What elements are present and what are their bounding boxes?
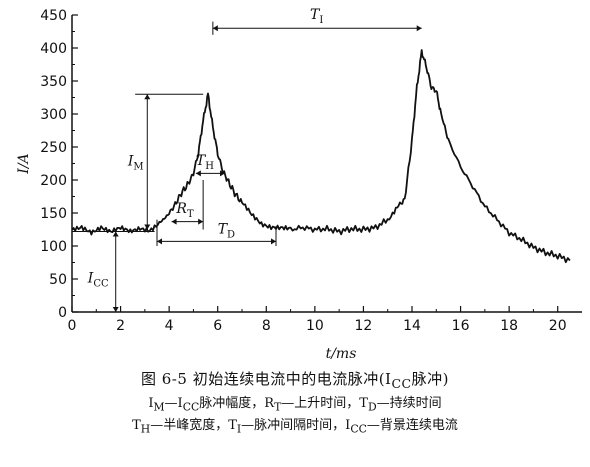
caption-title-subscript: CC: [391, 376, 412, 391]
y-axis-label: I/A: [16, 153, 32, 174]
current-pulse-chart: 0 2 4 6 8 10 12 14 16 18 2005010015020025030035040…: [16, 7, 582, 362]
y-tick-label: 350: [40, 74, 67, 90]
caption-line-2-sub: I: [236, 422, 242, 436]
x-tick-label: 2: [116, 318, 125, 334]
y-tick-label: 100: [40, 239, 67, 255]
x-tick-label: 18: [500, 318, 518, 334]
current-trace-line: [71, 49, 571, 264]
caption-line-1: IM—ICC脉冲幅度，RT—上升时间，TD—持续时间: [0, 396, 590, 414]
caption-title-text: 图 6-5 初始连续电流中的电流脉冲(I: [141, 370, 392, 388]
caption-title-tail: 脉冲): [411, 370, 449, 388]
arrow-head: [157, 238, 162, 245]
arrow-head: [171, 218, 177, 225]
caption-line-2-sub: H: [140, 422, 151, 436]
y-tick-label: 400: [40, 41, 67, 57]
x-tick-label: 10: [306, 318, 324, 334]
arrow-head: [112, 307, 119, 312]
y-tick-label: 450: [40, 8, 67, 24]
x-axis-label: t/ms: [326, 346, 357, 362]
y-tick-label: 300: [40, 107, 67, 123]
arrow-head: [112, 231, 119, 237]
chart-axes: [71, 15, 582, 313]
i-m-label: IM: [127, 153, 144, 172]
arrow-head: [195, 170, 201, 177]
caption-line-1-sub: M: [153, 400, 165, 414]
t-h-label: TH: [196, 153, 214, 172]
arrow-head: [144, 224, 151, 230]
t-i-label: TI: [310, 7, 323, 26]
chart-ticks: 0 2 4 6 8 10 12 14 16 18 2005010015020025030035040…: [40, 8, 566, 334]
arrow-head: [271, 238, 276, 245]
x-tick-label: 6: [213, 318, 222, 334]
y-tick-label: 150: [40, 206, 67, 222]
caption-line-1-part: —上升时间，T: [281, 395, 368, 411]
caption-line-2-part: —背景连续电流: [366, 417, 458, 433]
arrow-head: [198, 218, 204, 225]
arrow-head: [416, 25, 422, 32]
caption-line-2: TH—半峰宽度，TI—脉冲间隔时间，ICC—背景连续电流: [0, 418, 590, 436]
caption-line-1-sub: T: [274, 400, 282, 414]
y-tick-label: 50: [49, 272, 67, 288]
caption-line-1-sub: D: [367, 400, 377, 414]
caption-line-1-part: 脉冲幅度，R: [199, 395, 275, 411]
figure-caption: 图 6-5 初始连续电流中的电流脉冲(ICC脉冲) IM—ICC脉冲幅度，RT—…: [0, 370, 590, 436]
x-tick-label: 20: [549, 318, 567, 334]
arrow-head: [212, 25, 218, 32]
caption-line-1-part: —I: [164, 395, 183, 411]
r-t-label: RT: [175, 201, 194, 220]
x-tick-label: 12: [355, 318, 373, 334]
arrow-head: [144, 94, 151, 100]
caption-line-1-sub: CC: [182, 400, 200, 414]
chart-annotations: TI IM TH RT TD ICC: [72, 7, 422, 312]
caption-line-2-part: —脉冲间隔时间，I: [241, 417, 351, 433]
y-tick-label: 250: [40, 140, 67, 156]
caption-line-1-part: —持续时间: [376, 395, 442, 411]
caption-line-2-sub: CC: [350, 422, 367, 436]
y-tick-label: 200: [40, 173, 67, 189]
x-tick-label: 0: [68, 318, 77, 334]
caption-line-1-part: I: [148, 395, 154, 411]
x-tick-label: 14: [403, 318, 421, 334]
caption-title: 图 6-5 初始连续电流中的电流脉冲(ICC脉冲): [0, 370, 590, 392]
t-d-label: TD: [218, 221, 235, 240]
chart-axis-labels: t/ms I/A: [16, 153, 356, 362]
y-tick-label: 0: [58, 305, 67, 321]
chart-series: [71, 49, 571, 264]
x-tick-label: 4: [165, 318, 174, 334]
caption-line-2-part: T: [132, 417, 141, 433]
arrow-head: [220, 170, 225, 177]
i-cc-label: ICC: [87, 270, 109, 289]
x-tick-label: 8: [262, 318, 271, 334]
caption-line-2-part: —半峰宽度，T: [150, 417, 237, 433]
x-tick-label: 16: [452, 318, 470, 334]
